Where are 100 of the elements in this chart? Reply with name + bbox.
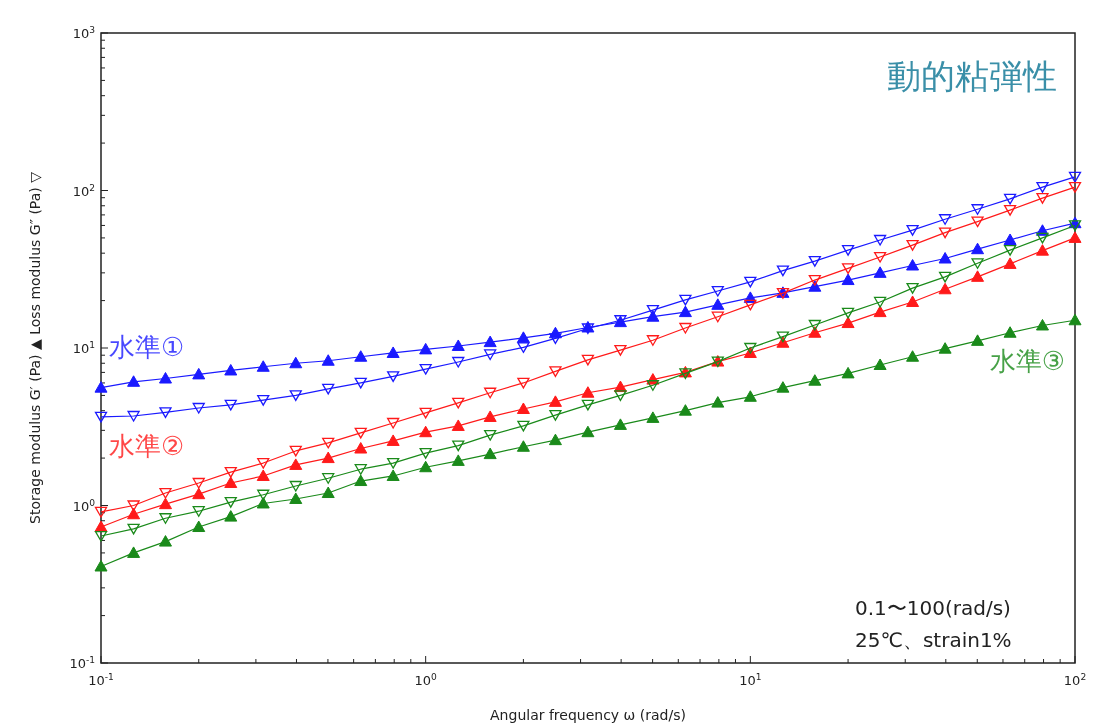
- point: [224, 466, 237, 478]
- point: [354, 427, 367, 439]
- point: [744, 276, 757, 288]
- point: [192, 487, 206, 500]
- point: [192, 506, 205, 517]
- point: [873, 296, 887, 308]
- point: [1003, 257, 1017, 269]
- x-axis-title: Angular frequency ω (rad/s): [490, 707, 686, 723]
- point: [289, 356, 303, 369]
- point: [971, 242, 985, 255]
- point: [1068, 313, 1082, 326]
- point: [841, 263, 855, 275]
- point: [192, 520, 206, 533]
- point: [808, 374, 822, 386]
- point: [906, 239, 919, 251]
- point: [808, 319, 821, 331]
- point: [192, 402, 205, 414]
- annotation: 0.1〜100(rad/s): [855, 596, 1011, 620]
- point: [483, 335, 497, 348]
- point: [419, 363, 432, 375]
- point: [127, 546, 141, 558]
- point: [452, 397, 465, 409]
- point: [678, 305, 692, 318]
- x-tick-label: 10$^{0}$: [414, 672, 438, 688]
- point: [971, 204, 984, 215]
- point: [321, 354, 335, 366]
- text: 動的粘弾性: [887, 56, 1057, 96]
- point: [808, 274, 821, 286]
- point: [321, 451, 335, 464]
- point: [289, 480, 302, 492]
- point: [906, 225, 919, 236]
- point: [906, 282, 919, 294]
- point: [256, 469, 270, 481]
- point: [517, 377, 530, 389]
- point: [419, 342, 433, 355]
- point: [94, 506, 108, 518]
- point: [127, 410, 140, 422]
- x-tick-label: 10$^{-1}$: [88, 672, 114, 688]
- point: [483, 410, 497, 422]
- point: [256, 496, 270, 509]
- point: [451, 454, 465, 466]
- point: [354, 350, 368, 362]
- annotation: 25℃、strain1%: [855, 628, 1012, 652]
- point: [386, 371, 400, 383]
- series-label: 水準①: [109, 331, 185, 362]
- point: [257, 489, 270, 501]
- point: [1003, 193, 1017, 205]
- point: [354, 442, 368, 454]
- point: [614, 390, 627, 402]
- x-tick-label: 10$^{1}$: [739, 672, 762, 688]
- point: [808, 280, 822, 292]
- y-tick-label: 10$^{1}$: [72, 340, 95, 356]
- point: [94, 381, 108, 393]
- point: [159, 487, 172, 499]
- point: [581, 354, 595, 366]
- point: [159, 513, 172, 524]
- point: [1068, 182, 1082, 193]
- point: [776, 331, 790, 343]
- point: [354, 464, 367, 475]
- point: [94, 559, 108, 572]
- point: [484, 349, 497, 361]
- point: [744, 342, 757, 354]
- series-label: 水準③: [989, 346, 1065, 377]
- point: [938, 271, 952, 283]
- point: [1003, 233, 1017, 245]
- point: [321, 486, 335, 499]
- point: [841, 316, 855, 329]
- point: [322, 383, 335, 395]
- point: [1068, 220, 1082, 232]
- point: [257, 457, 270, 469]
- point: [711, 298, 725, 310]
- point: [94, 411, 108, 423]
- point: [646, 411, 660, 423]
- point: [484, 429, 497, 441]
- point: [646, 380, 660, 391]
- point: [548, 395, 562, 407]
- point: [678, 404, 692, 416]
- point: [451, 419, 465, 431]
- point: [1036, 182, 1049, 193]
- point: [256, 360, 270, 372]
- point: [938, 282, 952, 295]
- point: [1035, 318, 1049, 331]
- point: [906, 350, 920, 362]
- point: [1003, 205, 1017, 216]
- y-tick-label: 10$^{0}$: [72, 497, 96, 514]
- point: [94, 530, 108, 542]
- point: [419, 425, 433, 438]
- point: [873, 251, 887, 263]
- point: [776, 265, 790, 277]
- point: [192, 477, 205, 489]
- point: [938, 214, 952, 225]
- point: [841, 366, 855, 379]
- point: [581, 399, 595, 411]
- point: [581, 425, 595, 438]
- point: [257, 394, 270, 406]
- point: [711, 396, 725, 408]
- point: [419, 447, 432, 459]
- point: [1036, 232, 1049, 244]
- point: [484, 387, 497, 399]
- point: [971, 270, 985, 282]
